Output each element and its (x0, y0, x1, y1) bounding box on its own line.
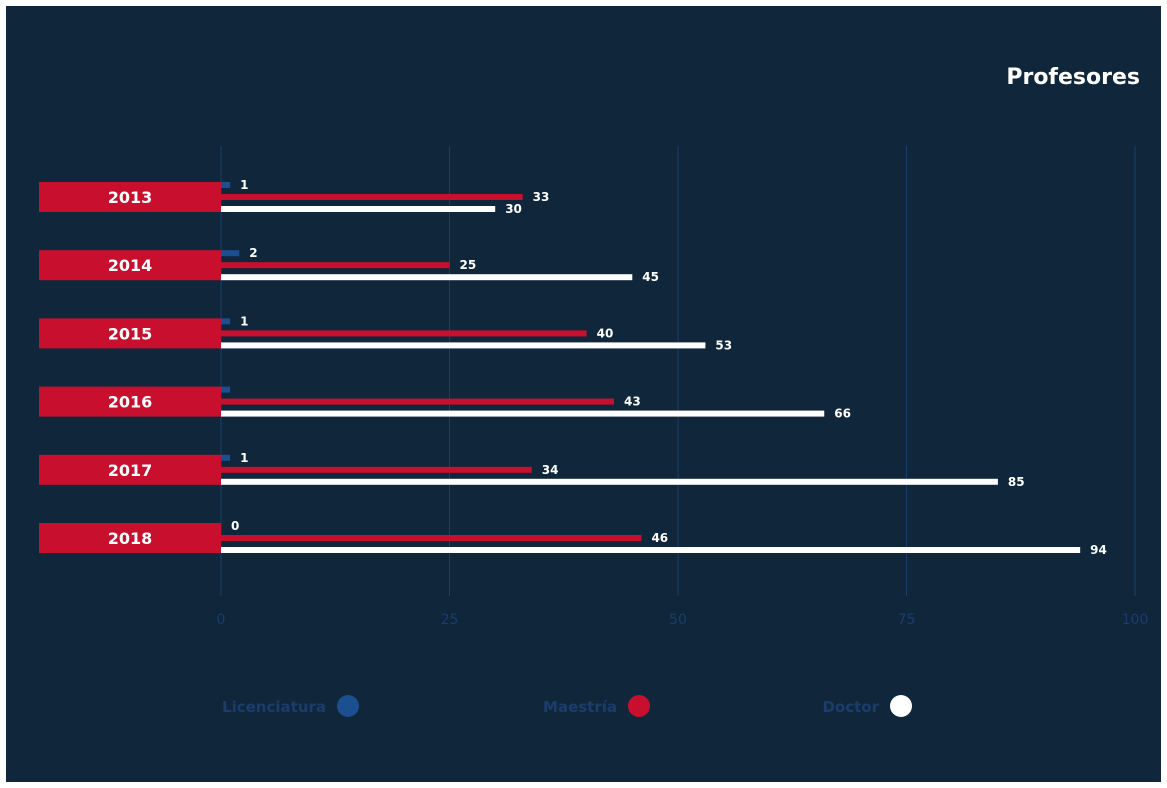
legend-label: Licenciatura (222, 698, 326, 716)
data-label: 53 (715, 338, 732, 352)
bar (221, 386, 231, 393)
legend-item: Maestría (543, 695, 650, 717)
category-label: 2013 (108, 188, 153, 207)
bar (221, 194, 523, 200)
legend-item: Licenciatura (222, 695, 359, 717)
data-label: 45 (642, 270, 659, 284)
legend-label: Doctor (822, 698, 879, 716)
data-label: 0 (231, 519, 239, 533)
category-label: 2017 (108, 461, 153, 480)
bar (221, 466, 532, 473)
x-tick-label: 100 (1122, 612, 1149, 628)
grid (220, 146, 1136, 596)
category-label-box (39, 454, 221, 485)
category-label-box (39, 318, 221, 349)
bar (221, 478, 998, 485)
bar (221, 342, 706, 349)
data-label: 85 (1008, 475, 1025, 489)
x-tick-label: 25 (441, 612, 459, 628)
legend-item: Doctor (822, 695, 912, 717)
data-label: 34 (542, 463, 559, 477)
legend-swatch (628, 695, 650, 717)
bar (221, 318, 231, 325)
category-label: 2016 (108, 393, 153, 412)
legend-swatch (337, 695, 359, 717)
x-axis: 0 25 50 75 100 (217, 612, 1149, 628)
x-tick-label: 75 (898, 612, 916, 628)
legend: Licenciatura Maestría Doctor (222, 695, 912, 717)
category-group: 2015 1 40 53 (39, 314, 732, 352)
data-label: 40 (597, 326, 614, 340)
category-group: 2017 1 34 85 (39, 451, 1025, 489)
x-tick-label: 50 (669, 612, 687, 628)
data-label: 66 (834, 407, 851, 421)
chart: Profesores 0 25 50 75 100 2013 1 33 30 2014 2 25 45… (39, 65, 1149, 717)
bar (221, 547, 1081, 553)
legend-label: Maestría (543, 698, 617, 716)
data-label: 1 (240, 314, 248, 328)
bar (221, 330, 587, 337)
chart-title: Profesores (1006, 65, 1140, 90)
bar (221, 398, 615, 405)
bar (221, 410, 825, 417)
bars: 2013 1 33 30 2014 2 25 45 2015 1 40 53 2016 43 66 2017 1… (39, 178, 1107, 557)
data-label: 33 (533, 190, 550, 204)
bar (221, 206, 496, 212)
category-group: 2018 0 46 94 (39, 519, 1107, 557)
data-label: 25 (460, 258, 477, 272)
data-label: 94 (1090, 543, 1107, 557)
legend-swatch (890, 695, 912, 717)
category-group: 2013 1 33 30 (39, 178, 549, 216)
bar (221, 274, 633, 281)
category-group: 2014 2 25 45 (39, 246, 659, 284)
category-label-box (39, 386, 221, 417)
chart-panel: Profesores 0 25 50 75 100 2013 1 33 30 2014 2 25 45… (6, 6, 1161, 782)
data-label: 46 (651, 531, 668, 545)
bar (221, 535, 642, 541)
category-group: 2016 43 66 (39, 386, 851, 421)
category-label: 2018 (108, 529, 153, 548)
data-label: 30 (505, 202, 522, 216)
category-label: 2015 (108, 324, 153, 343)
category-label-box (39, 250, 221, 281)
category-label-box (39, 182, 221, 212)
bar (221, 262, 450, 269)
category-label-box (39, 523, 221, 553)
x-tick-label: 0 (217, 612, 226, 628)
data-label: 1 (240, 178, 248, 192)
data-label: 1 (240, 451, 248, 465)
bar (221, 182, 231, 188)
category-label: 2014 (108, 256, 153, 275)
bar (221, 454, 231, 461)
data-label: 2 (249, 246, 257, 260)
bar (221, 250, 240, 257)
data-label: 43 (624, 395, 641, 409)
